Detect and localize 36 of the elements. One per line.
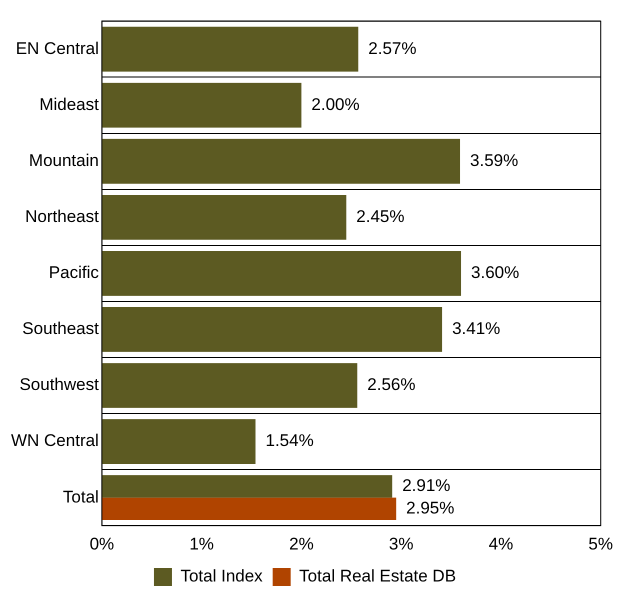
x-tick-label: 1% (189, 534, 214, 554)
bar (102, 363, 358, 408)
y-tick-label: EN Central (16, 38, 99, 58)
x-tick-label: 2% (289, 534, 314, 554)
x-tick-label: 3% (388, 534, 414, 554)
y-tick-label: Southwest (19, 375, 100, 394)
data-label: 3.41% (452, 319, 500, 338)
data-label: 2.45% (356, 207, 404, 226)
legend-label: Total Index (180, 566, 264, 586)
bar (102, 419, 256, 464)
x-tick-label: 4% (488, 534, 514, 554)
bar (102, 194, 346, 240)
y-tick-label: Northeast (25, 207, 100, 226)
data-label: 2.91% (402, 476, 450, 496)
bar (102, 26, 358, 72)
y-tick-label: WN Central (10, 431, 99, 450)
data-label: 2.95% (406, 498, 454, 518)
data-label: 2.57% (368, 38, 416, 58)
data-label: 3.60% (471, 263, 520, 282)
bar (102, 138, 460, 184)
y-tick-label: Southeast (22, 319, 100, 338)
bar (102, 307, 442, 352)
y-tick-label: Mideast (39, 94, 100, 114)
data-label: 1.54% (266, 431, 314, 450)
legend-label: Total Real Estate DB (299, 566, 456, 586)
y-tick-label: Mountain (28, 151, 99, 170)
bar (102, 82, 302, 128)
data-label: 2.56% (367, 375, 416, 394)
y-tick-label: Pacific (48, 263, 100, 282)
bar (102, 250, 462, 296)
data-label: 3.59% (470, 151, 518, 170)
x-tick-label: 0% (90, 534, 114, 554)
bar (102, 498, 396, 520)
x-tick-label: 5% (588, 534, 614, 554)
y-tick-label: Total (62, 487, 99, 506)
data-label: 2.00% (311, 94, 360, 114)
